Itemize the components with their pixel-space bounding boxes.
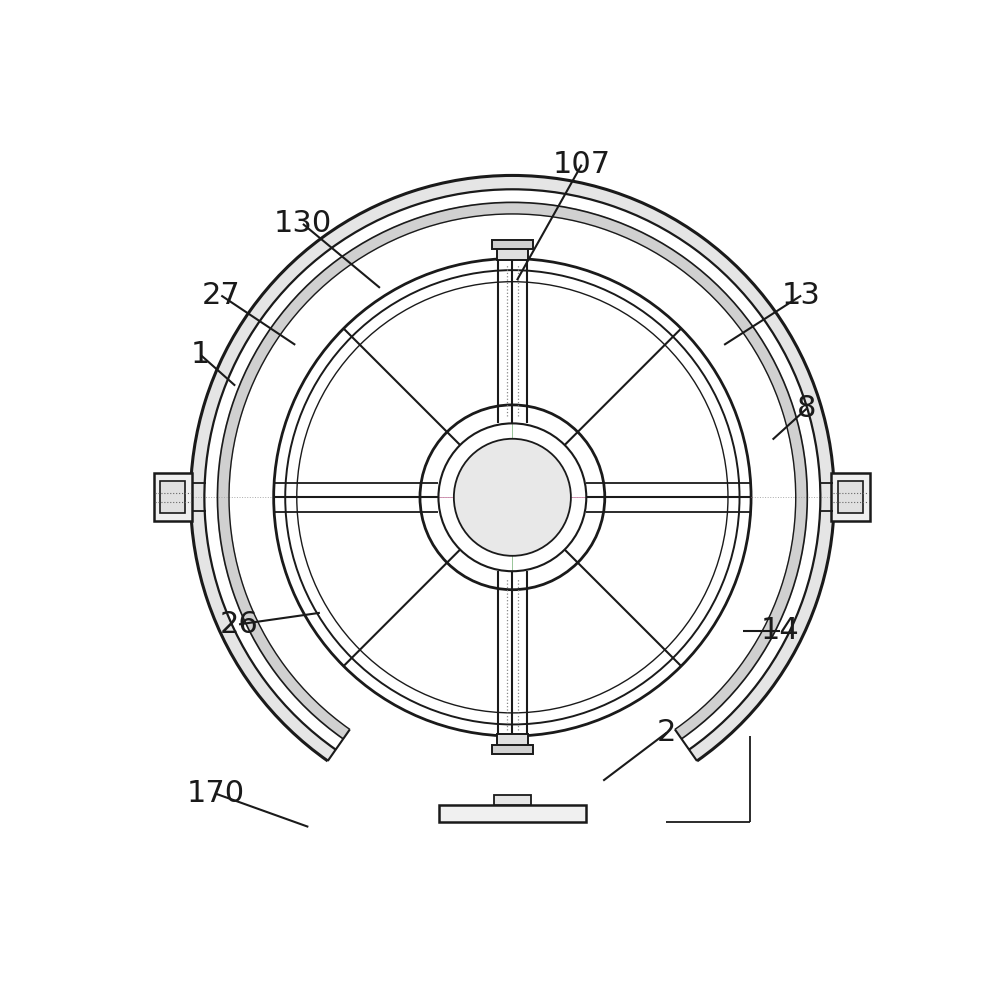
Text: 27: 27: [202, 281, 241, 310]
Bar: [492, 745, 533, 754]
Bar: [492, 240, 533, 249]
Bar: [497, 734, 527, 748]
Bar: [494, 795, 530, 805]
Text: 1: 1: [191, 340, 210, 369]
Text: 13: 13: [781, 281, 820, 310]
Text: 14: 14: [761, 616, 800, 645]
Polygon shape: [191, 175, 834, 761]
Circle shape: [454, 439, 570, 556]
Bar: [440, 805, 585, 822]
Text: 107: 107: [552, 150, 610, 179]
Text: 26: 26: [220, 610, 259, 639]
Text: 130: 130: [274, 209, 332, 238]
Polygon shape: [218, 202, 807, 739]
Bar: [161, 481, 185, 513]
Text: 170: 170: [187, 779, 245, 808]
Text: 2: 2: [656, 718, 676, 747]
Text: 8: 8: [797, 394, 816, 423]
Bar: [831, 473, 870, 521]
Bar: [497, 247, 527, 260]
Bar: [154, 473, 192, 521]
Bar: [838, 481, 863, 513]
